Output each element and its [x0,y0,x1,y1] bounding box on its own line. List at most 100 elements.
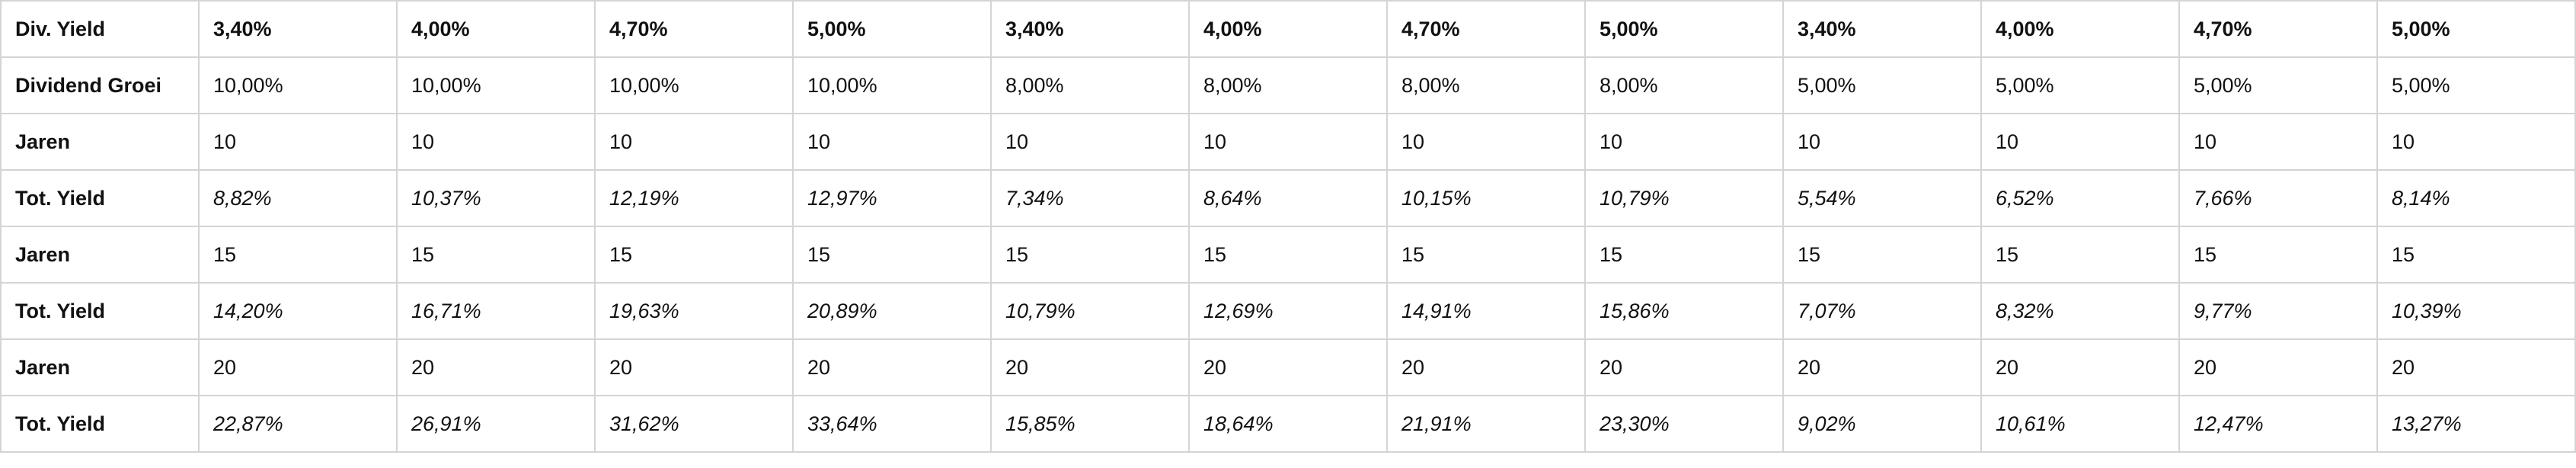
table-cell: 33,64% [792,395,992,453]
table-cell: 10,00% [198,56,398,114]
table-row: Jaren 10 10 10 10 10 10 10 10 10 10 10 10 [0,113,2576,171]
table-cell: 4,00% [396,0,596,58]
table-cell: 15 [2376,226,2576,284]
dividend-yield-table: Div. Yield 3,40% 4,00% 4,70% 5,00% 3,40% 4,00%… [0,0,2576,453]
table-row: Tot. Yield 22,87% 26,91% 31,62% 33,64% 15,85%… [0,395,2576,453]
table-cell: 15 [990,226,1190,284]
table-cell: 18,64% [1188,395,1388,453]
table-body: Div. Yield 3,40% 4,00% 4,70% 5,00% 3,40% 4,00%… [0,0,2576,453]
table-cell: 20 [2178,338,2378,396]
table-cell: 20 [1584,338,1784,396]
table-cell: 10,00% [396,56,596,114]
table-cell: 9,77% [2178,282,2378,340]
table-cell: 15 [792,226,992,284]
table-cell: 5,00% [1782,56,1982,114]
table-cell: 20 [1980,338,2180,396]
table-cell: 3,40% [1782,0,1982,58]
table-cell: 15 [198,226,398,284]
table-cell: 20 [2376,338,2576,396]
table-cell: 8,32% [1980,282,2180,340]
row-label: Tot. Yield [0,395,200,453]
table-cell: 8,00% [1386,56,1586,114]
table-cell: 15 [1782,226,1982,284]
table-cell: 10 [396,113,596,171]
row-label: Jaren [0,113,200,171]
table-cell: 21,91% [1386,395,1586,453]
table-cell: 20 [792,338,992,396]
table-cell: 14,91% [1386,282,1586,340]
table-row: Tot. Yield 8,82% 10,37% 12,19% 12,97% 7,34% 8,… [0,169,2576,227]
table-cell: 20 [990,338,1190,396]
table-cell: 20 [1386,338,1586,396]
table-cell: 10 [1386,113,1586,171]
row-label: Jaren [0,226,200,284]
table-cell: 4,00% [1980,0,2180,58]
table-cell: 5,00% [1584,0,1784,58]
table-cell: 8,82% [198,169,398,227]
table-row: Jaren 15 15 15 15 15 15 15 15 15 15 15 15 [0,226,2576,284]
table-cell: 20 [198,338,398,396]
table-cell: 10 [1584,113,1784,171]
table-row: Div. Yield 3,40% 4,00% 4,70% 5,00% 3,40% 4,00%… [0,0,2576,58]
table-cell: 10,79% [1584,169,1784,227]
row-label: Jaren [0,338,200,396]
table-cell: 20 [1188,338,1388,396]
table-row: Tot. Yield 14,20% 16,71% 19,63% 20,89% 10,79%… [0,282,2576,340]
table-cell: 15,85% [990,395,1190,453]
table-cell: 7,34% [990,169,1190,227]
row-label: Tot. Yield [0,282,200,340]
table-cell: 31,62% [594,395,794,453]
table-cell: 5,00% [2178,56,2378,114]
table-cell: 5,00% [2376,56,2576,114]
table-cell: 10 [1782,113,1982,171]
table-cell: 9,02% [1782,395,1982,453]
table-cell: 10 [1980,113,2180,171]
table-cell: 8,00% [990,56,1190,114]
table-cell: 8,64% [1188,169,1388,227]
table-cell: 5,00% [2376,0,2576,58]
table-cell: 15 [396,226,596,284]
table-row: Dividend Groei 10,00% 10,00% 10,00% 10,00% 8,… [0,56,2576,114]
table-cell: 20 [594,338,794,396]
table-cell: 4,70% [2178,0,2378,58]
table-cell: 3,40% [198,0,398,58]
table-cell: 8,14% [2376,169,2576,227]
table-cell: 10,39% [2376,282,2576,340]
table-cell: 10 [2178,113,2378,171]
table-cell: 10,15% [1386,169,1586,227]
table-cell: 15 [1188,226,1388,284]
table-cell: 15,86% [1584,282,1784,340]
table-cell: 12,97% [792,169,992,227]
table-cell: 10,79% [990,282,1190,340]
row-label: Tot. Yield [0,169,200,227]
table-cell: 16,71% [396,282,596,340]
table-cell: 7,07% [1782,282,1982,340]
table-cell: 4,70% [1386,0,1586,58]
table-cell: 10 [2376,113,2576,171]
table-cell: 10 [1188,113,1388,171]
table-cell: 15 [2178,226,2378,284]
table-cell: 12,19% [594,169,794,227]
table-cell: 4,00% [1188,0,1388,58]
table-cell: 10 [594,113,794,171]
table-row: Jaren 20 20 20 20 20 20 20 20 20 20 20 20 [0,338,2576,396]
table-cell: 10 [198,113,398,171]
table-cell: 10,37% [396,169,596,227]
table-cell: 15 [1980,226,2180,284]
table-cell: 19,63% [594,282,794,340]
table-cell: 13,27% [2376,395,2576,453]
table-cell: 26,91% [396,395,596,453]
table-cell: 8,00% [1584,56,1784,114]
table-cell: 5,00% [1980,56,2180,114]
table-cell: 10,61% [1980,395,2180,453]
table-cell: 5,54% [1782,169,1982,227]
table-cell: 10,00% [594,56,794,114]
table-cell: 10 [990,113,1190,171]
table-cell: 3,40% [990,0,1190,58]
table-cell: 4,70% [594,0,794,58]
table-cell: 15 [594,226,794,284]
table-cell: 22,87% [198,395,398,453]
table-cell: 12,69% [1188,282,1388,340]
table-cell: 6,52% [1980,169,2180,227]
table-cell: 10,00% [792,56,992,114]
